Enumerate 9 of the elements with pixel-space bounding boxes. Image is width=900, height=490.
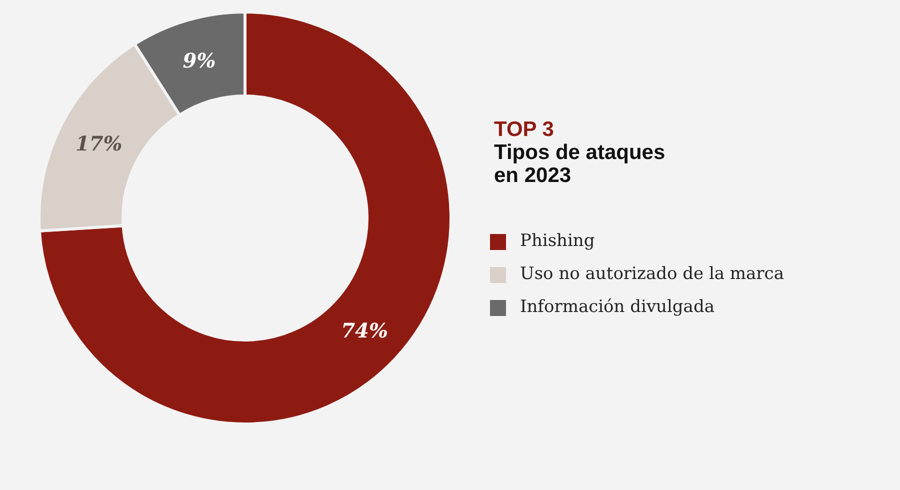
legend-label: Phishing [520, 231, 595, 251]
text: TOP 3 [494, 118, 555, 141]
data-label: 9% [182, 48, 216, 73]
legend-label: Uso no autorizado de la marca [520, 264, 784, 284]
data-label: 17% [75, 132, 122, 156]
text: Tipos de ataques en 2023 [494, 141, 666, 187]
legend-label: Información divulgada [520, 297, 714, 317]
donut-slice [38, 10, 452, 426]
data-label: 74% [341, 318, 388, 342]
